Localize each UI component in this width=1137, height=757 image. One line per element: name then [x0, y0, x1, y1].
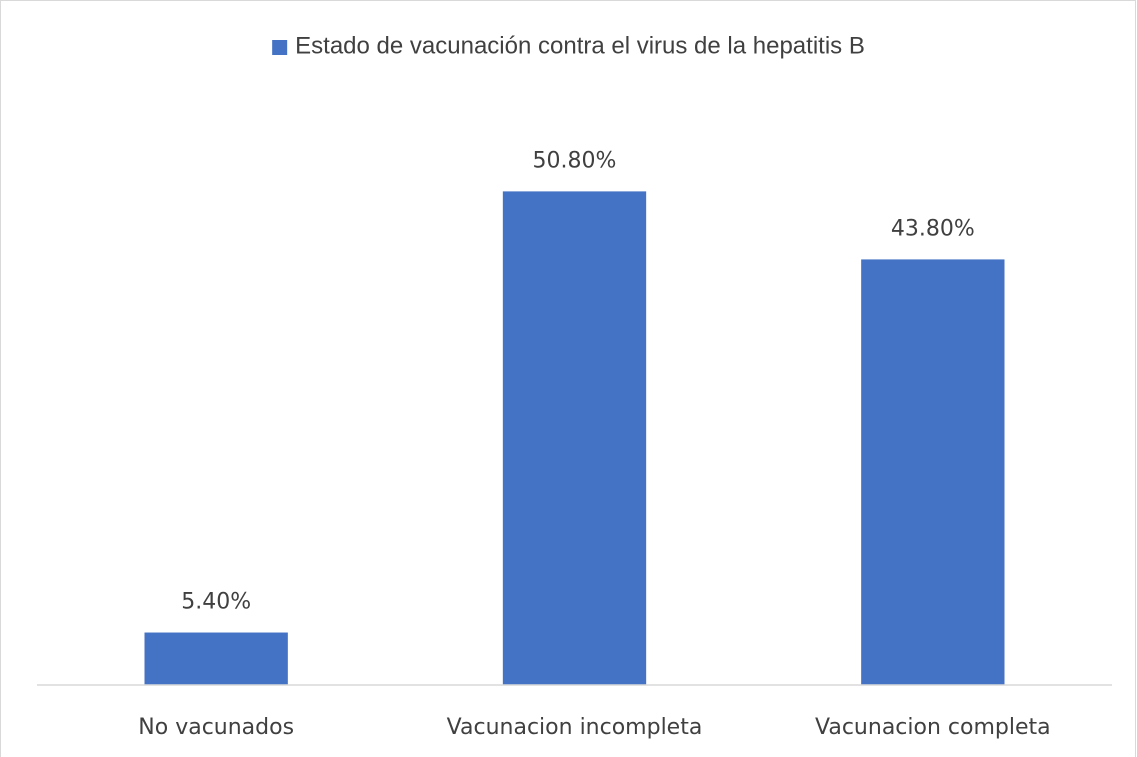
- x-tick-label: Vacunacion completa: [815, 715, 1051, 740]
- data-label: 5.40%: [181, 590, 251, 615]
- legend-label: Estado de vacunación contra el virus de …: [295, 32, 865, 59]
- bar: [502, 191, 647, 686]
- x-tick-label: Vacunacion incompleta: [447, 715, 703, 740]
- bar: [144, 632, 288, 685]
- data-label: 50.80%: [533, 148, 617, 173]
- data-label: 43.80%: [891, 216, 975, 241]
- legend-swatch: [272, 40, 288, 55]
- x-tick-label: No vacunados: [138, 715, 294, 740]
- bar: [861, 259, 1005, 685]
